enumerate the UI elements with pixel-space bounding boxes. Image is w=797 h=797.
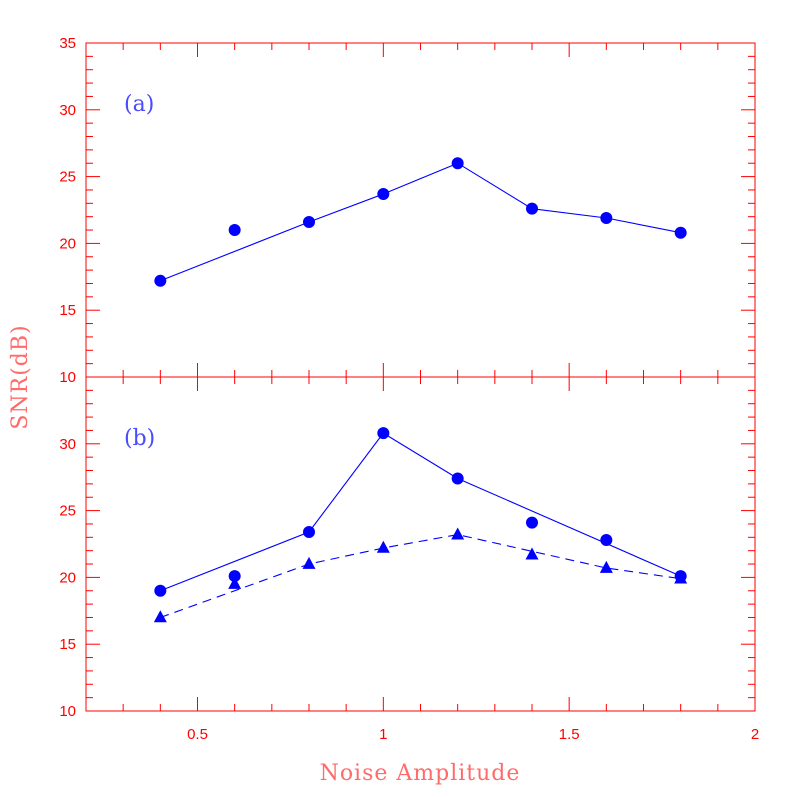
data-point-circle: [154, 584, 167, 597]
panel-label: (a): [124, 92, 154, 117]
y-tick-label: 15: [59, 302, 76, 319]
data-point-triangle: [599, 560, 613, 573]
y-tick-label: 25: [59, 169, 76, 186]
x-tick-label: 1: [379, 726, 387, 743]
panel-b: 10 15 20 25 30 0.5 1 1.5 2 (b): [59, 376, 759, 743]
data-point-triangle: [228, 576, 242, 589]
data-point-triangle: [302, 556, 316, 569]
y-tick-label: 10: [59, 703, 76, 720]
data-point-circle: [154, 274, 167, 287]
data-point-triangle: [376, 540, 390, 553]
y-tick-label: 35: [59, 35, 76, 52]
y-axis-title: SNR(dB): [8, 324, 33, 429]
data-point-circle: [451, 157, 464, 170]
data-point-circle: [303, 525, 315, 538]
series-line: [160, 534, 681, 619]
data-point-circle: [228, 224, 241, 237]
data-point-circle: [674, 226, 687, 239]
y-tick-label: 25: [59, 503, 76, 520]
data-point-circle: [526, 202, 538, 215]
data-point-circle: [377, 187, 390, 200]
x-tick-label: 2: [751, 726, 759, 743]
x-axis-title: Noise Amplitude: [320, 761, 521, 786]
panels-layer: 10 15 20 25 30 35 (a) 10 15 20 25 30 0.5 1 1.5 2 (b): [59, 35, 759, 743]
x-tick-label: 1.5: [559, 726, 580, 743]
data-point-circle: [377, 427, 390, 440]
y-tick-label: 20: [59, 235, 76, 252]
data-point-triangle: [525, 547, 539, 560]
y-tick-label: 30: [59, 102, 76, 119]
data-point-circle: [600, 212, 613, 225]
panel-label: (b): [124, 426, 155, 451]
data-point-triangle: [153, 610, 167, 623]
data-point-circle: [451, 472, 464, 485]
data-point-circle: [526, 516, 538, 529]
data-point-circle: [600, 533, 613, 546]
y-tick-label: 15: [59, 636, 76, 653]
y-tick-label: 10: [59, 369, 76, 386]
y-tick-label: 20: [59, 569, 76, 586]
x-tick-label: 0.5: [187, 726, 208, 743]
y-tick-label: 30: [59, 436, 76, 453]
data-point-triangle: [674, 571, 688, 584]
data-point-triangle: [451, 527, 465, 540]
data-point-circle: [228, 570, 241, 583]
data-point-circle: [303, 216, 315, 229]
